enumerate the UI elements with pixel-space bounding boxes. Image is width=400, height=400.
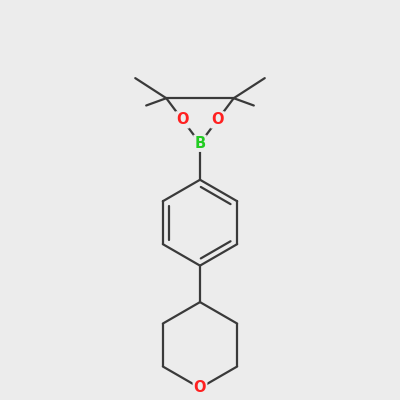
Text: O: O — [194, 380, 206, 396]
Text: O: O — [211, 112, 224, 127]
Text: B: B — [194, 136, 206, 151]
Text: O: O — [176, 112, 189, 127]
